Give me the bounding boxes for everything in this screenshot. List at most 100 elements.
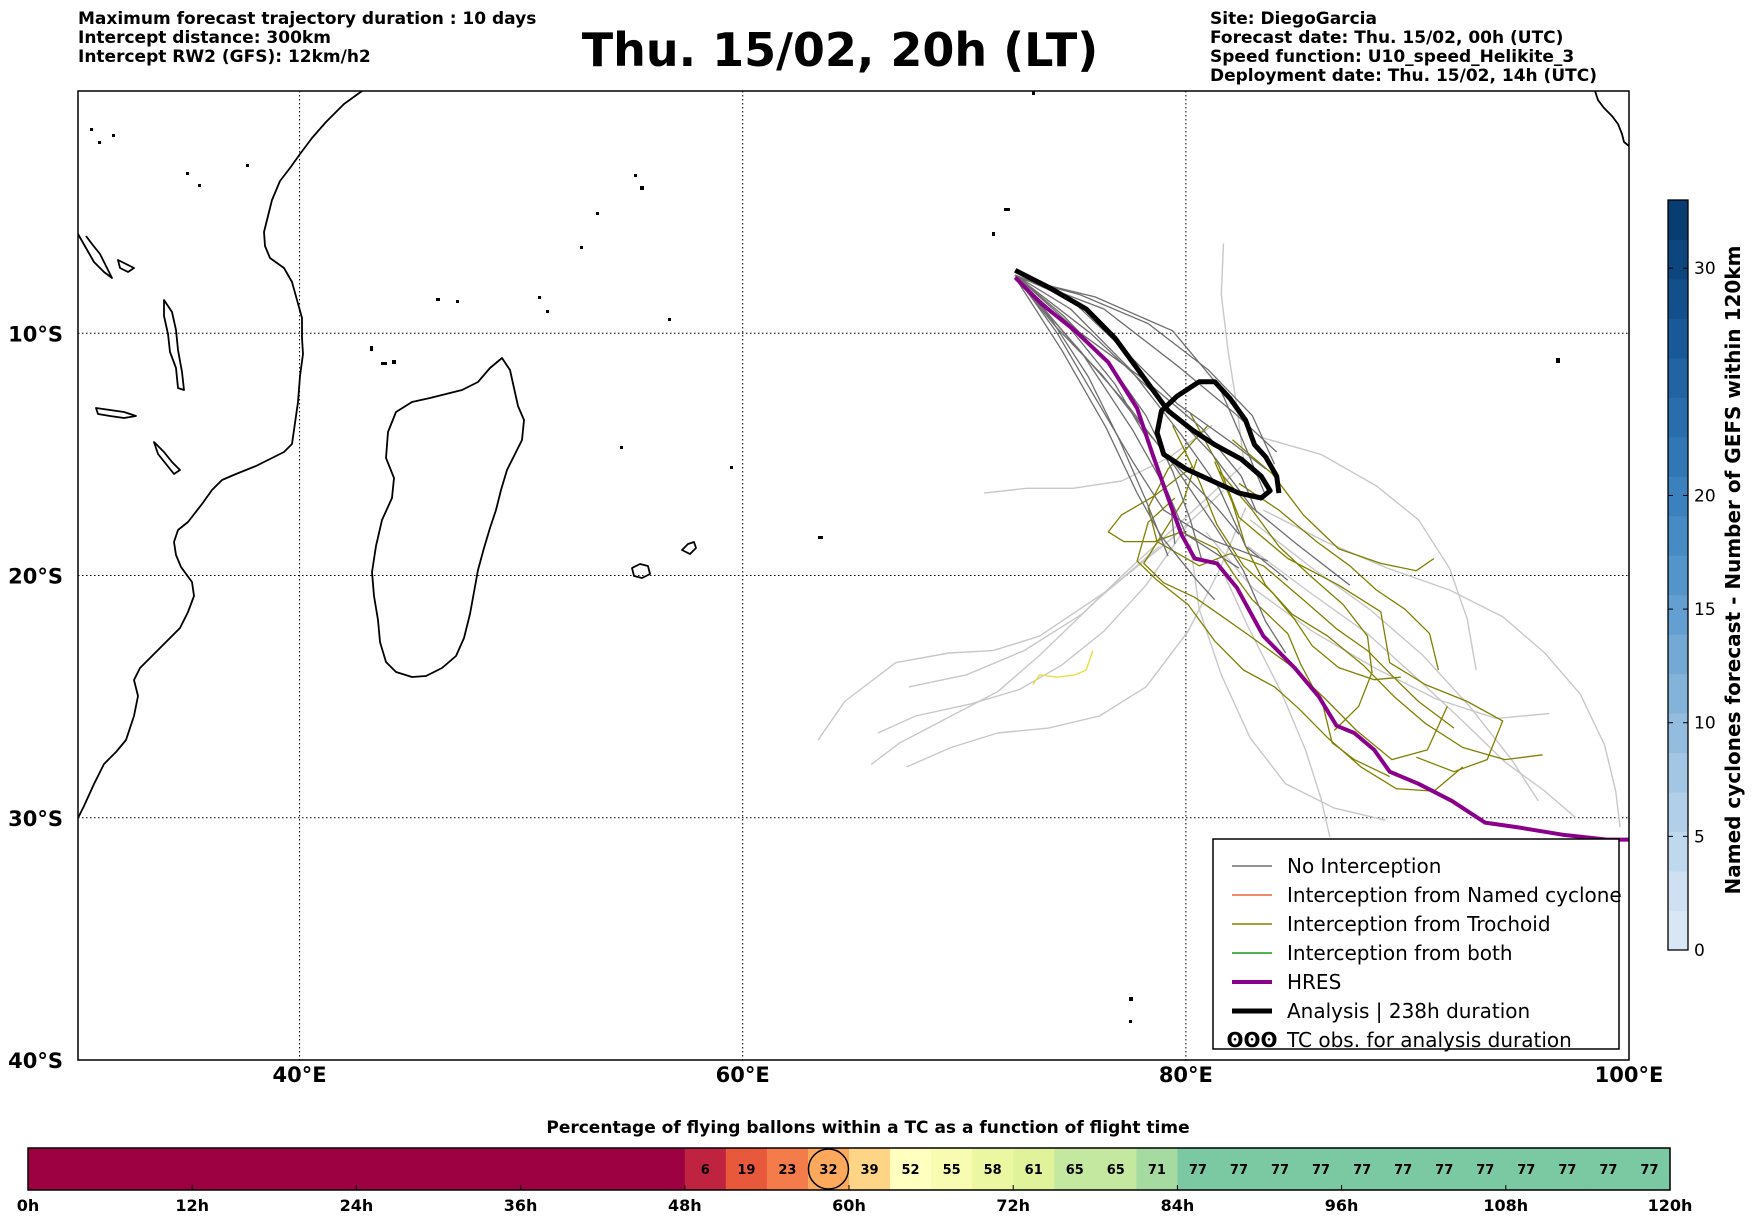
island-dot (186, 172, 189, 175)
colorbar-cell (1668, 318, 1688, 359)
ensemble-track (817, 490, 1224, 741)
percentage-value: 58 (984, 1163, 1002, 1178)
percentage-cell (1628, 1148, 1671, 1190)
colorbar-cell (1668, 594, 1688, 635)
ensemble-track (1189, 412, 1504, 773)
percentage-value: 77 (1353, 1163, 1371, 1178)
percentage-bar-panel: Percentage of flying ballons within a TC… (17, 1118, 1693, 1215)
colorbar-cell (1668, 515, 1688, 556)
colorbar-cell (1668, 555, 1688, 596)
percentage-cell (684, 1148, 727, 1190)
percentage-cell (69, 1148, 111, 1190)
island-dot (538, 296, 541, 299)
legend-label: No Interception (1287, 854, 1441, 878)
island-dot (1129, 1020, 1132, 1023)
percentage-cell (1423, 1148, 1466, 1190)
colorbar-tick-label: 0 (1694, 941, 1705, 961)
island-dot (112, 134, 115, 137)
socotra-island (117, 259, 135, 273)
header-intercept-distance: Intercept distance: 300km (78, 28, 331, 48)
percentage-value: 77 (1271, 1163, 1289, 1178)
x-tick-label: 60°E (716, 1063, 770, 1087)
percentage-value: 77 (1476, 1163, 1494, 1178)
arabia-coastline (78, 233, 113, 279)
island-dot (198, 184, 201, 187)
percentage-tick-label: 108h (1483, 1196, 1528, 1215)
colorbar-cell (1668, 871, 1688, 912)
percentage-cell (28, 1148, 70, 1190)
percentage-cell (561, 1148, 604, 1190)
percentage-tick-label: 72h (996, 1196, 1030, 1215)
legend-label: Interception from both (1287, 941, 1513, 965)
colorbar-tick-label: 5 (1694, 827, 1705, 847)
percentage-value: 19 (737, 1163, 755, 1178)
legend-label: TC obs. for analysis duration (1286, 1028, 1572, 1052)
ensemble-track (1015, 276, 1276, 465)
percentage-cell (972, 1148, 1014, 1190)
colorbar-cell (1668, 357, 1688, 398)
percentage-bar-cells: 6 19 23 32 39 52 55 58 61 65 65 71 77 77 77 77 77 77 77 77 7… (28, 1148, 1671, 1190)
header-intercept-rw2: Intercept RW2 (GFS): 12km/h2 (78, 47, 371, 67)
island-dot (580, 246, 583, 249)
tc-obs-symbol: ʘʘʘ (1226, 1028, 1277, 1052)
x-tick-label: 40°E (273, 1063, 327, 1087)
ensemble-track (1238, 482, 1440, 671)
ensemble-track (1218, 470, 1373, 731)
island-dot (730, 466, 733, 469)
percentage-value: 77 (1517, 1163, 1535, 1178)
colorbar-cell (1668, 239, 1688, 280)
island-dot (1004, 208, 1010, 211)
percentage-cell (356, 1148, 399, 1190)
colorbar-cell (1668, 713, 1688, 754)
lake-tanganyika (95, 407, 137, 419)
header-left-block: Maximum forecast trajectory duration : 1… (78, 9, 536, 67)
percentage-tick-label: 60h (832, 1196, 866, 1215)
island-dot (98, 141, 101, 144)
small-islands (90, 91, 1560, 1023)
x-tick-label: 80°E (1159, 1063, 1213, 1087)
island-dot (436, 298, 440, 301)
percentage-cell (1136, 1148, 1178, 1190)
colorbar-cell (1668, 476, 1688, 517)
percentage-tick-label: 0h (17, 1196, 40, 1215)
lake-victoria (163, 299, 185, 391)
percentage-cell (274, 1148, 316, 1190)
percentage-cell (931, 1148, 973, 1190)
header-right-block: Site: DiegoGarcia Forecast date: Thu. 15… (1210, 9, 1597, 86)
percentage-tick-label: 24h (340, 1196, 374, 1215)
percentage-cell (1259, 1148, 1302, 1190)
reunion-island (681, 541, 697, 555)
percentage-value: 55 (943, 1163, 961, 1178)
island-dot (992, 232, 995, 236)
ensemble-track (1205, 531, 1550, 720)
ensemble-track (1249, 519, 1539, 802)
colorbar-cells (1668, 200, 1688, 951)
percentage-cell (1464, 1148, 1507, 1190)
percentage-cell (1054, 1148, 1096, 1190)
lake-malawi (153, 441, 181, 475)
colorbar: 0 5 10 15 20 30 Named cyclones forecast - Num… (1667, 199, 1745, 961)
percentage-value: 52 (902, 1163, 920, 1178)
ensemble-track (1220, 243, 1245, 460)
x-tick-label: 100°E (1595, 1063, 1664, 1087)
percentage-cell (602, 1148, 645, 1190)
percentage-value: 77 (1189, 1163, 1207, 1178)
percentage-value: 65 (1107, 1163, 1125, 1178)
colorbar-cell (1668, 910, 1688, 951)
legend: No Interception Interception from Named c… (1212, 838, 1622, 1052)
island-dot (818, 536, 823, 539)
colorbar-label: Named cyclones forecast - Number of GEFS… (1721, 246, 1745, 895)
map-axis-labels: 40°E 60°E 80°E 100°E 10°S 20°S 30°S 40°S (8, 322, 1663, 1087)
island-dot (668, 318, 671, 321)
percentage-value: 6 (701, 1163, 710, 1178)
ensemble-track (870, 545, 1160, 766)
percentage-value: 39 (860, 1163, 878, 1178)
percentage-cell (233, 1148, 275, 1190)
percentage-value: 77 (1394, 1163, 1412, 1178)
colorbar-tick-label: 20 (1694, 486, 1716, 506)
percentage-bar-ticks: 0h 12h 24h 36h 48h 60h 72h 84h 96h 108h 120h (17, 1185, 1692, 1215)
ensemble-track (1231, 439, 1435, 572)
colorbar-cell (1668, 634, 1688, 675)
ensemble-track (1014, 274, 1269, 562)
